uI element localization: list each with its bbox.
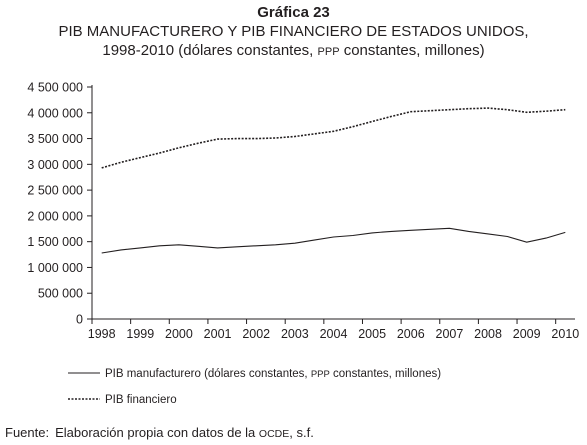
y-tick-label: 1 500 000 [27, 235, 83, 249]
x-tick-label: 2010 [551, 327, 579, 341]
series-line-manufacturero [101, 227, 566, 254]
x-tick-label: 2007 [436, 327, 464, 341]
y-tick-label: 500 000 [38, 287, 83, 301]
x-tick-label: 2005 [358, 327, 386, 341]
y-tick-label: 1 000 000 [27, 261, 83, 275]
x-tick-label: 2001 [204, 327, 232, 341]
legend-label-financiero: PIB financiero [105, 394, 177, 406]
x-axis-ticks: 1998 1999 2000 2001 2002 2003 2004 2005 2006 2007… [88, 319, 579, 341]
x-tick-label: 2002 [242, 327, 270, 341]
x-tick-label: 1998 [88, 327, 116, 341]
x-tick-label: 2003 [281, 327, 309, 341]
legend: PIB manufacturero (dólares constantes, P… [68, 368, 441, 406]
x-tick-label: 2004 [320, 327, 348, 341]
source-note: Fuente: Elaboración propia con datos de l… [5, 425, 314, 440]
source-label: Fuente: [5, 425, 50, 440]
y-tick-label: 2 500 000 [27, 184, 83, 198]
series-line-financiero [101, 107, 566, 169]
y-tick-label: 2 000 000 [27, 209, 83, 223]
y-tick-label: 4 000 000 [27, 106, 83, 120]
x-tick-label: 1999 [126, 327, 154, 341]
axes [91, 85, 575, 320]
y-tick-label: 4 500 000 [27, 81, 83, 95]
y-tick-label: 3 000 000 [27, 158, 83, 172]
y-axis-ticks: 0 500 000 1 000 000 1 500 000 2 000 000 2 500… [27, 81, 92, 327]
chart-title: PIB MANUFACTURERO Y PIB FINANCIERO DE ES… [58, 23, 529, 40]
chart-subtitle: 1998-2010 (dólares constantes, PPP const… [102, 42, 485, 59]
series-lines [101, 107, 566, 254]
x-tick-label: 2000 [165, 327, 193, 341]
x-tick-label: 2006 [397, 327, 425, 341]
y-tick-label: 3 500 000 [27, 132, 83, 146]
chart-number: Gráfica 23 [257, 4, 330, 21]
legend-label-manufacturero: PIB manufacturero (dólares constantes, P… [105, 368, 441, 380]
x-tick-label: 2008 [474, 327, 502, 341]
y-tick-label: 0 [76, 313, 83, 327]
x-tick-label: 2009 [513, 327, 541, 341]
